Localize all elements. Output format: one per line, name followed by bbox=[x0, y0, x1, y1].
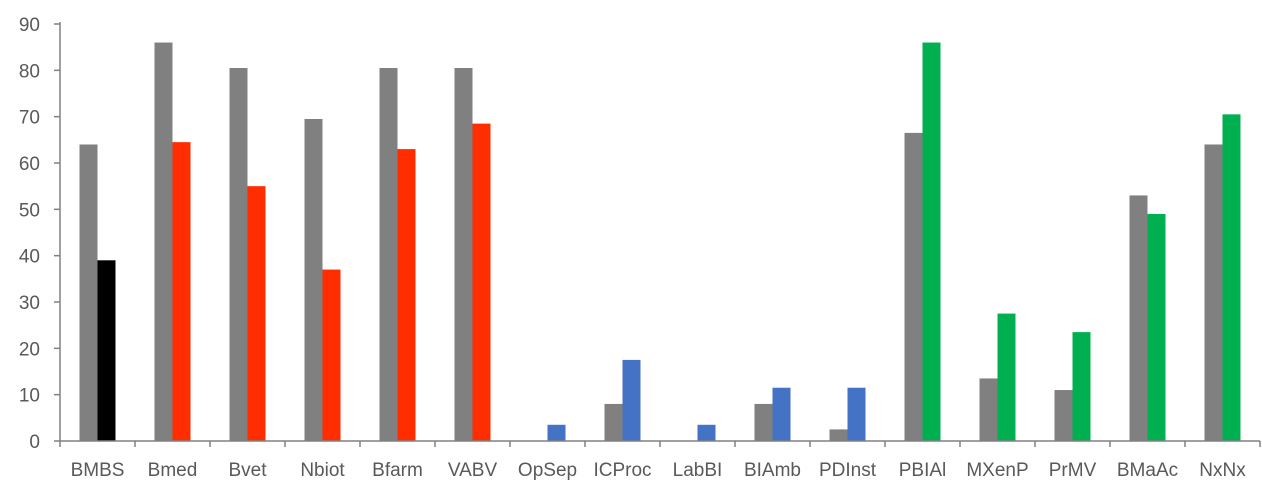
y-tick-label-40: 40 bbox=[19, 247, 40, 268]
bar-bmaac-series-2 bbox=[1147, 213, 1166, 441]
bar-bfarm-series-2 bbox=[397, 149, 416, 441]
x-category-label-opsep: OpSep bbox=[518, 460, 577, 481]
x-category-label-pbial: PBIAl bbox=[899, 460, 947, 481]
x-category-label-pdinst: PDInst bbox=[819, 460, 877, 481]
y-tick-label-80: 80 bbox=[19, 61, 40, 82]
y-tick-label-30: 30 bbox=[19, 293, 40, 314]
x-category-label-bmbs: BMBS bbox=[71, 460, 125, 481]
x-category-label-bmed: Bmed bbox=[148, 460, 198, 481]
bar-icproc-series-1 bbox=[604, 403, 623, 441]
bar-biamb-series-1 bbox=[754, 403, 773, 441]
x-category-label-bfarm: Bfarm bbox=[372, 460, 423, 481]
x-category-label-vabv: VABV bbox=[448, 460, 498, 481]
bar-nbiot-series-2 bbox=[322, 269, 341, 441]
axes-group bbox=[54, 22, 1261, 447]
bar-pdinst-series-2 bbox=[847, 387, 866, 441]
bar-bmed-series-2 bbox=[172, 142, 191, 441]
bar-nxnx-series-1 bbox=[1204, 144, 1223, 441]
bar-mxenp-series-2 bbox=[997, 313, 1016, 441]
x-category-label-prmv: PrMV bbox=[1049, 460, 1097, 481]
y-tick-label-50: 50 bbox=[19, 200, 40, 221]
x-category-label-nbiot: Nbiot bbox=[300, 460, 345, 481]
x-category-label-nxnx: NxNx bbox=[1199, 460, 1246, 481]
bar-bmbs-series-2 bbox=[97, 260, 116, 441]
bar-nbiot-series-1 bbox=[304, 118, 323, 441]
x-category-label-biamb: BIAmb bbox=[744, 460, 801, 481]
y-axis-tick-labels: 0 10 20 30 40 50 60 70 80 90 bbox=[19, 15, 40, 453]
bar-prmv-series-1 bbox=[1054, 390, 1073, 441]
bar-nxnx-series-2 bbox=[1222, 114, 1241, 441]
x-category-label-icproc: ICProc bbox=[593, 460, 651, 481]
bar-pbial-series-1 bbox=[904, 132, 923, 441]
bar-bvet-series-2 bbox=[247, 186, 266, 441]
x-category-label-bmaac: BMaAc bbox=[1117, 460, 1178, 481]
x-axis-category-labels: BMBS Bmed Bvet Nbiot Bfarm VABV OpSep ICProc Lab… bbox=[71, 460, 1247, 481]
bar-opsep-series-2 bbox=[547, 424, 566, 441]
bar-prmv-series-2 bbox=[1072, 332, 1091, 441]
y-tick-label-90: 90 bbox=[19, 15, 40, 36]
y-tick-label-60: 60 bbox=[19, 154, 40, 175]
x-category-label-bvet: Bvet bbox=[228, 460, 267, 481]
x-category-label-labbi: LabBI bbox=[673, 460, 723, 481]
bar-biamb-series-2 bbox=[772, 387, 791, 441]
bar-icproc-series-2 bbox=[622, 359, 641, 441]
bar-bfarm-series-1 bbox=[379, 68, 398, 442]
bar-labbi-series-2 bbox=[697, 424, 716, 441]
bar-pbial-series-2 bbox=[922, 42, 941, 442]
y-tick-label-0: 0 bbox=[29, 432, 40, 453]
bars-group bbox=[79, 42, 1241, 442]
x-category-label-mxenp: MXenP bbox=[966, 460, 1028, 481]
bar-vabv-series-1 bbox=[454, 68, 473, 442]
bar-bmed-series-1 bbox=[154, 42, 173, 442]
y-tick-label-10: 10 bbox=[19, 386, 40, 407]
bar-vabv-series-2 bbox=[472, 123, 491, 441]
bar-bvet-series-1 bbox=[229, 68, 248, 442]
bar-pdinst-series-1 bbox=[829, 429, 848, 441]
bar-bmbs-series-1 bbox=[79, 144, 98, 441]
y-tick-label-20: 20 bbox=[19, 339, 40, 360]
bar-bmaac-series-1 bbox=[1129, 195, 1148, 441]
y-tick-label-70: 70 bbox=[19, 108, 40, 129]
bar-mxenp-series-1 bbox=[979, 378, 998, 441]
